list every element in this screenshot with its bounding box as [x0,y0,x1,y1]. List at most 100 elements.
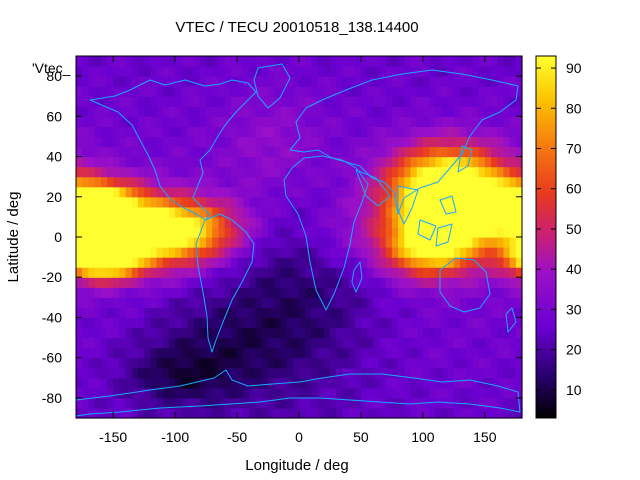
heatmap-cell [268,317,275,329]
heatmap-cell [261,307,269,319]
heatmap-cell [391,116,399,127]
coastline-north-america [89,79,257,221]
heatmap-cell [453,66,461,77]
heatmap-cell [367,267,374,278]
heatmap-cell [342,277,350,288]
heatmap-cell [230,297,238,308]
heatmap-cell [131,116,139,127]
heatmap-cell [360,196,368,208]
heatmap-cell [88,126,96,138]
heatmap-cell [497,176,505,188]
heatmap-cell [150,186,158,198]
heatmap-cell [206,237,213,248]
heatmap-cell [429,367,436,379]
heatmap-cell [274,267,282,278]
heatmap-cell [491,237,498,248]
coastline-arabia [355,169,391,207]
heatmap-cell [82,176,89,188]
heatmap-cell [274,216,282,228]
heatmap-cell [230,96,238,107]
heatmap-cell [379,357,387,369]
heatmap-cell [255,206,263,218]
heatmap-cell [156,136,164,148]
heatmap-cell [113,226,120,238]
heatmap-cell [261,367,269,379]
heatmap-cell [342,407,350,419]
heatmap-cell [113,66,120,77]
heatmap-cell [398,66,405,77]
heatmap-cell [150,106,158,117]
heatmap-cell [491,357,498,369]
heatmap-cell [280,267,288,278]
heatmap-cell [255,267,263,278]
heatmap-cell [218,347,226,359]
heatmap-cell [150,277,158,288]
heatmap-cell [348,106,356,117]
heatmap-cell [237,277,244,288]
heatmap-cell [280,166,288,178]
heatmap-cell [404,337,412,349]
heatmap-cell [249,297,257,308]
y-tick-label: -20 [42,269,62,285]
heatmap-cell [385,196,393,208]
heatmap-cell [435,357,443,369]
heatmap-cell [305,126,312,138]
heatmap-cell [100,66,108,77]
heatmap-cell [224,156,232,168]
heatmap-cell [379,136,387,148]
heatmap-cell [398,56,405,67]
heatmap-cell [125,126,133,138]
heatmap-cell [94,126,102,138]
heatmap-cell [323,307,331,319]
heatmap-cell [119,287,127,298]
heatmap-cell [212,86,220,97]
heatmap-cell [391,327,399,339]
heatmap-cell [224,357,232,369]
heatmap-cell [509,106,517,117]
heatmap-cell [144,327,151,339]
heatmap-cell [342,216,350,228]
heatmap-cell [348,327,356,339]
heatmap-cell [274,76,282,87]
heatmap-cell [460,387,467,399]
heatmap-cell [131,176,139,188]
heatmap-cell [113,347,120,359]
heatmap-cell [137,287,145,298]
heatmap-cell [76,136,83,148]
heatmap-cell [404,116,412,127]
heatmap-cell [466,277,474,288]
heatmap-cell [218,357,226,369]
heatmap-cell [509,407,517,419]
heatmap-cell [398,226,405,238]
heatmap-cell [76,196,83,208]
heatmap-cell [144,357,151,369]
heatmap-cell [515,317,523,329]
heatmap-cell [237,66,244,77]
heatmap-cell [299,247,306,258]
heatmap-cell [497,76,505,87]
heatmap-cell [373,367,381,379]
heatmap-cell [187,166,195,178]
heatmap-cell [385,297,393,308]
heatmap-cell [342,287,350,298]
heatmap-cell [385,116,393,127]
heatmap-cell [280,387,288,399]
heatmap-cell [416,357,424,369]
heatmap-cell [460,206,467,218]
heatmap-cell [342,176,350,188]
heatmap-cell [187,287,195,298]
heatmap-cell [391,156,399,168]
heatmap-cell [230,257,238,268]
heatmap-cell [175,237,182,248]
heatmap-cell [329,247,337,258]
heatmap-cell [391,377,399,389]
heatmap-cell [441,367,449,379]
heatmap-cell [113,237,120,248]
heatmap-cell [292,377,300,389]
heatmap-cell [125,166,133,178]
heatmap-cell [299,126,306,138]
heatmap-cell [292,156,300,168]
heatmap-cell [410,76,418,87]
heatmap-cell [199,66,207,77]
heatmap-cell [491,287,498,298]
